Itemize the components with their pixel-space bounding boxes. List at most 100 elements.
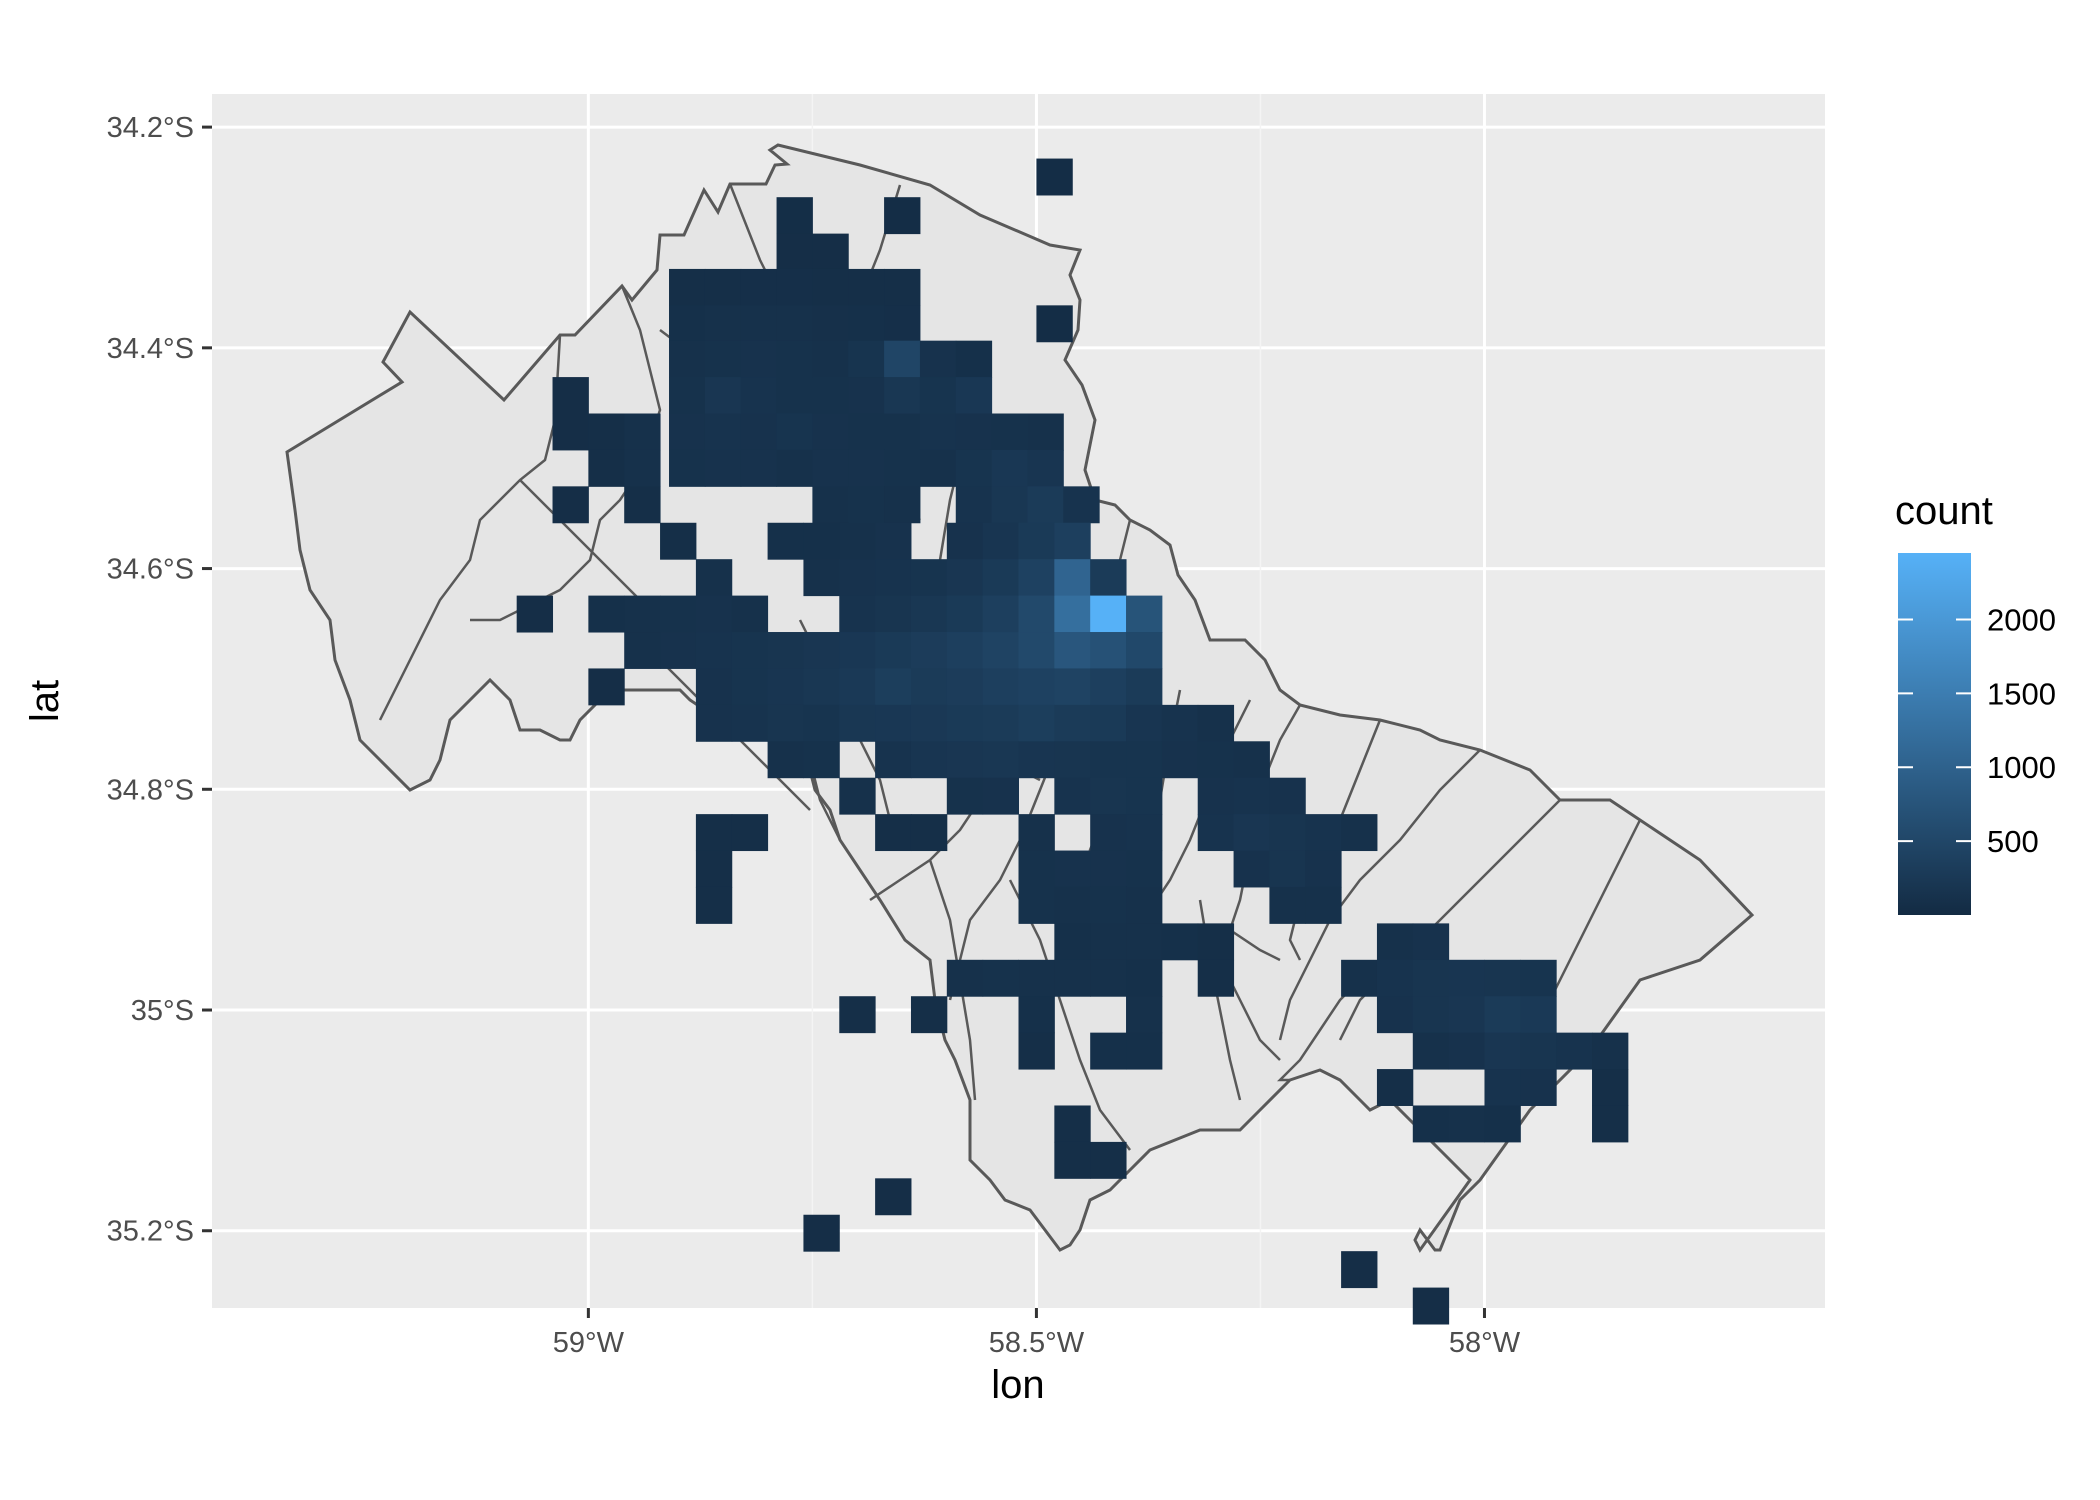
bin-tile	[839, 522, 876, 560]
bin-tile	[1412, 1105, 1450, 1143]
bin-tile	[731, 595, 769, 633]
bin-tile	[803, 741, 840, 779]
bin-tile	[955, 413, 993, 451]
bin-tile	[946, 777, 984, 815]
bin-tile	[848, 449, 885, 487]
bin-tile	[982, 704, 1019, 742]
bin-tile	[919, 340, 957, 378]
legend: count 500 1000 1500 2000	[1895, 489, 2056, 915]
bin-tile	[767, 632, 804, 669]
y-tick-label: 34.2°S	[107, 112, 194, 144]
bin-tile	[695, 886, 733, 924]
bin-tile	[695, 704, 733, 742]
bin-tile	[669, 413, 706, 451]
bin-tile	[1412, 923, 1450, 961]
bin-tile	[875, 559, 912, 597]
bin-tile	[910, 704, 948, 742]
bin-tile	[1054, 522, 1091, 560]
bin-tile	[910, 632, 948, 669]
bin-tile	[1090, 668, 1127, 706]
bin-tile	[1054, 632, 1091, 669]
bin-tile	[1305, 814, 1342, 852]
bin-tile	[1269, 777, 1306, 815]
bin-tile	[740, 377, 778, 415]
bin-tile	[1090, 1032, 1127, 1070]
bin-tile	[624, 449, 661, 487]
bin-tile	[919, 449, 957, 487]
x-tick-label: 58.5°W	[989, 1327, 1085, 1359]
bin-tile	[910, 668, 948, 706]
bin-tile	[1341, 959, 1378, 997]
bin-tile	[1036, 158, 1073, 196]
bin-tile	[588, 595, 625, 633]
bin-tile	[669, 449, 706, 487]
bin-tile	[740, 305, 778, 343]
bin-tile	[1090, 850, 1127, 888]
bin-tile	[1126, 632, 1163, 669]
bin-tile	[910, 559, 948, 597]
bin-tile	[1269, 814, 1306, 852]
bin-tile	[588, 449, 625, 487]
bin-tile	[552, 377, 589, 415]
bin-tile	[740, 268, 778, 306]
bin-tile	[1269, 886, 1306, 924]
bin-tile	[1197, 741, 1235, 779]
legend-label: 1000	[1987, 750, 2056, 785]
bin-tile	[588, 668, 625, 706]
bin-tile	[803, 522, 840, 560]
bin-tile	[1027, 486, 1064, 524]
bin-tile	[660, 632, 697, 669]
bin-tile	[1018, 595, 1055, 633]
bin-tile	[695, 632, 733, 669]
bin-tile	[1448, 1032, 1485, 1070]
bin-tile	[1054, 704, 1091, 742]
bin-tile	[803, 1214, 840, 1252]
bin-tile	[803, 559, 840, 597]
bin-tile	[1233, 814, 1270, 852]
bin-tile	[767, 668, 804, 706]
bin-tile	[1018, 741, 1055, 779]
bin-tile	[704, 305, 742, 343]
bin-tile	[1341, 1251, 1378, 1289]
bin-tile	[875, 522, 912, 560]
bin-tile	[1412, 1287, 1450, 1325]
bin-tile	[1054, 668, 1091, 706]
bin-tile	[1126, 741, 1163, 779]
bin-tile	[1126, 996, 1163, 1034]
bin-tile	[1197, 923, 1235, 961]
y-tick-label: 34.6°S	[107, 554, 194, 586]
bin-tile	[1341, 814, 1378, 852]
bin-tile	[955, 340, 993, 378]
legend-title: count	[1895, 489, 1993, 533]
bin-tile	[1161, 741, 1199, 779]
bin-tile	[812, 340, 849, 378]
bin-tile	[1090, 923, 1127, 961]
bin-tile	[695, 668, 733, 706]
bin-tile	[1520, 1069, 1557, 1106]
bin-tile	[1126, 777, 1163, 815]
bin-tile	[1484, 1069, 1521, 1106]
bin-tile	[767, 704, 804, 742]
bin-tile	[884, 486, 921, 524]
bin-tile	[660, 522, 697, 560]
bin-tile	[884, 413, 921, 451]
legend-label: 2000	[1987, 602, 2056, 637]
bin-tile	[1018, 668, 1055, 706]
bin-tile	[1376, 1069, 1414, 1106]
bin-tile	[695, 850, 733, 888]
bin-tile	[991, 449, 1028, 487]
bin-tile	[1090, 741, 1127, 779]
bin-tile	[776, 305, 813, 343]
bin-tile	[875, 814, 912, 852]
bin-tile	[1054, 1105, 1091, 1143]
x-tick-label: 59°W	[553, 1327, 625, 1359]
bin-tile	[946, 522, 984, 560]
bin-tile	[1018, 850, 1055, 888]
bin-tile	[812, 486, 849, 524]
bin-tile	[731, 668, 769, 706]
bin-tile	[1090, 814, 1127, 852]
bin-tile	[1090, 595, 1127, 633]
bin-tile	[919, 413, 957, 451]
bin-tile	[875, 741, 912, 779]
